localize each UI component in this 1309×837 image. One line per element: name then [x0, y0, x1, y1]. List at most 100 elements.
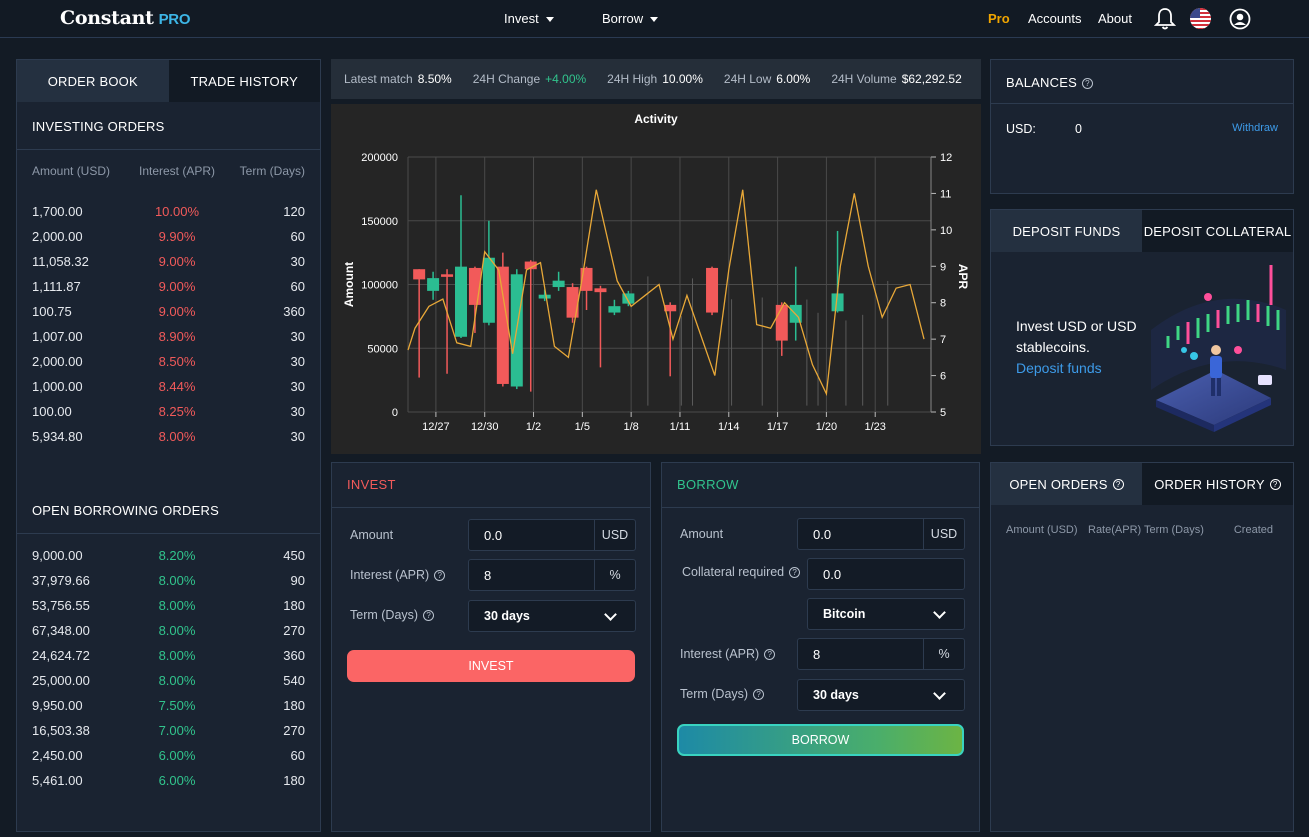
- order-row[interactable]: 24,624.72 8.00% 360: [17, 648, 320, 673]
- nav-accounts-link[interactable]: Accounts: [1028, 11, 1082, 26]
- order-row[interactable]: 9,950.00 7.50% 180: [17, 698, 320, 723]
- order-row[interactable]: 1,007.00 8.90% 30: [17, 329, 320, 354]
- volume-value: $62,292.52: [901, 72, 962, 86]
- balance-amount: 0: [1075, 122, 1082, 136]
- help-icon[interactable]: ?: [1269, 478, 1281, 490]
- candle-body: [454, 266, 467, 337]
- order-row[interactable]: 11,058.32 9.00% 30: [17, 254, 320, 279]
- borrow-button[interactable]: BORROW: [677, 724, 964, 756]
- nav-borrow-menu[interactable]: Borrow: [602, 11, 659, 26]
- tab-deposit-funds[interactable]: DEPOSIT FUNDS: [991, 210, 1142, 252]
- apr-line: [407, 189, 925, 397]
- order-rate: 8.20%: [158, 548, 196, 563]
- x-tick-label: 1/23: [865, 421, 886, 433]
- y2-tick-label: 8: [940, 298, 946, 310]
- divider: [662, 507, 979, 508]
- order-row[interactable]: 2,000.00 8.50% 30: [17, 354, 320, 379]
- order-amount: 67,348.00: [32, 623, 90, 638]
- order-book-tabs: ORDER BOOK TRADE HISTORY: [17, 60, 320, 102]
- order-row[interactable]: 5,934.80 8.00% 30: [17, 429, 320, 454]
- help-icon[interactable]: ?: [789, 567, 801, 578]
- nav-invest-menu[interactable]: Invest: [504, 11, 554, 26]
- borrow-collateral-asset-select[interactable]: Bitcoin: [807, 598, 965, 630]
- order-row[interactable]: 1,111.87 9.00% 60: [17, 279, 320, 304]
- user-icon[interactable]: [1229, 8, 1251, 30]
- candle-body: [441, 274, 454, 277]
- y-tick-label: 50000: [367, 343, 398, 355]
- help-icon[interactable]: ?: [753, 689, 765, 700]
- invest-amount-input[interactable]: 0.0 USD: [468, 519, 636, 551]
- borrow-amount-value: 0.0: [813, 527, 832, 542]
- order-row[interactable]: 25,000.00 8.00% 540: [17, 673, 320, 698]
- nav-invest-label: Invest: [504, 11, 539, 26]
- order-row[interactable]: 2,000.00 9.90% 60: [17, 229, 320, 254]
- order-row[interactable]: 100.75 9.00% 360: [17, 304, 320, 329]
- tab-trade-history[interactable]: TRADE HISTORY: [168, 60, 320, 102]
- borrow-term-select[interactable]: 30 days: [797, 679, 965, 711]
- x-tick-label: 1/2: [526, 421, 541, 433]
- candle-body: [552, 280, 565, 288]
- divider: [991, 103, 1293, 104]
- help-icon[interactable]: ?: [1112, 478, 1124, 490]
- divider: [17, 149, 320, 150]
- tab-order-history[interactable]: ORDER HISTORY?: [1142, 463, 1293, 505]
- withdraw-link[interactable]: Withdraw: [1232, 122, 1278, 134]
- investing-orders-title: INVESTING ORDERS: [32, 119, 165, 134]
- candle-body: [831, 293, 844, 312]
- tab-open-orders[interactable]: OPEN ORDERS?: [991, 463, 1142, 505]
- order-row[interactable]: 1,000.00 8.44% 30: [17, 379, 320, 404]
- y-tick-label: 150000: [361, 216, 398, 228]
- order-amount: 2,450.00: [32, 748, 83, 763]
- us-flag-icon[interactable]: [1190, 8, 1211, 29]
- help-icon[interactable]: ?: [423, 610, 435, 621]
- order-row[interactable]: 2,450.00 6.00% 60: [17, 748, 320, 773]
- borrow-amount-input[interactable]: 0.0 USD: [797, 518, 965, 550]
- help-icon[interactable]: ?: [1081, 78, 1093, 89]
- candle-body: [496, 266, 509, 384]
- order-rate: 6.00%: [158, 748, 196, 763]
- order-rate: 8.00%: [158, 648, 196, 663]
- order-row[interactable]: 67,348.00 8.00% 270: [17, 623, 320, 648]
- order-row[interactable]: 16,503.38 7.00% 270: [17, 723, 320, 748]
- borrow-collateral-label: Collateral required?: [682, 565, 801, 579]
- y-axis-label: Amount: [342, 262, 356, 307]
- order-row[interactable]: 37,979.66 8.00% 90: [17, 573, 320, 598]
- order-term: 180: [283, 773, 305, 788]
- order-row[interactable]: 1,700.00 10.00% 120: [17, 204, 320, 229]
- borrow-interest-input[interactable]: 8 %: [797, 638, 965, 670]
- order-amount: 9,950.00: [32, 698, 83, 713]
- orders-col-term: Term (Days): [1144, 524, 1204, 536]
- nav-about-link[interactable]: About: [1098, 11, 1132, 26]
- order-row[interactable]: 9,000.00 8.20% 450: [17, 548, 320, 573]
- order-term: 360: [283, 648, 305, 663]
- tab-deposit-collateral[interactable]: DEPOSIT COLLATERAL: [1142, 210, 1293, 252]
- order-amount: 1,111.87: [32, 279, 81, 294]
- order-row[interactable]: 53,756.55 8.00% 180: [17, 598, 320, 623]
- invest-term-select[interactable]: 30 days: [468, 600, 636, 632]
- order-amount: 16,503.38: [32, 723, 90, 738]
- candle-body: [664, 304, 677, 312]
- tab-order-history-label: ORDER HISTORY: [1154, 476, 1265, 492]
- order-row[interactable]: 100.00 8.25% 30: [17, 404, 320, 429]
- order-term: 360: [283, 304, 305, 319]
- help-icon[interactable]: ?: [434, 570, 446, 581]
- market-stats-bar: Latest match 8.50% 24H Change +4.00% 24H…: [331, 59, 981, 99]
- deposit-funds-link[interactable]: Deposit funds: [1016, 360, 1102, 376]
- balance-currency: USD:: [1006, 122, 1036, 136]
- candle-body: [706, 267, 719, 313]
- bell-icon[interactable]: [1153, 7, 1177, 31]
- logo[interactable]: Constant PRO: [60, 7, 190, 29]
- divider: [332, 507, 650, 508]
- nav-pro-link[interactable]: Pro: [988, 11, 1010, 26]
- order-row[interactable]: 5,461.00 6.00% 180: [17, 773, 320, 798]
- invest-amount-unit: USD: [594, 520, 635, 550]
- borrow-collateral-input[interactable]: 0.0: [807, 558, 965, 590]
- top-navbar: Constant PRO Invest Borrow Pro Accounts A…: [0, 0, 1309, 38]
- tab-order-book[interactable]: ORDER BOOK: [17, 60, 169, 102]
- help-icon[interactable]: ?: [764, 649, 776, 660]
- invest-interest-input[interactable]: 8 %: [468, 559, 636, 591]
- order-term: 30: [290, 404, 305, 419]
- order-term: 270: [283, 723, 305, 738]
- borrow-term-label: Term (Days)?: [680, 687, 765, 701]
- invest-button[interactable]: INVEST: [347, 650, 635, 682]
